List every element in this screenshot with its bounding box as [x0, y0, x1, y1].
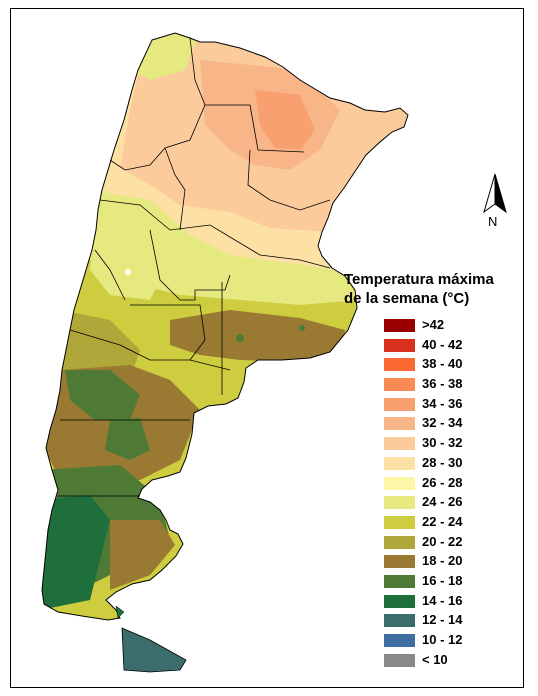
tierra-del-fuego	[121, 627, 187, 673]
legend-swatch	[384, 378, 415, 392]
north-arrow-icon	[483, 173, 507, 214]
legend-label: 18 - 20	[422, 553, 463, 569]
legend-swatch	[384, 496, 415, 510]
legend-label: 26 - 28	[422, 474, 463, 490]
legend-swatch	[384, 476, 415, 490]
legend-label: 22 - 24	[422, 513, 463, 529]
legend-swatch	[384, 437, 415, 451]
north-label: N	[488, 214, 498, 229]
legend-label: 36 - 38	[422, 376, 463, 392]
legend-label: 34 - 36	[422, 395, 463, 411]
legend-swatch	[384, 614, 415, 628]
legend-label: 10 - 12	[422, 632, 463, 647]
legend-label: 14 - 16	[422, 592, 463, 608]
legend-swatch	[384, 653, 415, 667]
legend-swatch	[384, 555, 415, 569]
legend-label: 12 - 14	[422, 612, 463, 628]
legend-swatch	[384, 417, 415, 431]
legend-label: 20 - 22	[422, 533, 463, 549]
legend-label: 38 - 40	[422, 356, 463, 372]
legend-swatch	[384, 338, 415, 352]
legend-swatch	[384, 535, 415, 549]
legend-label: < 10	[422, 651, 448, 667]
legend-swatch	[384, 634, 415, 647]
legend-label: 24 - 26	[422, 494, 463, 510]
legend-swatch	[384, 594, 415, 608]
legend-swatch	[384, 397, 415, 411]
legend-swatch	[384, 515, 415, 529]
legend-title: Temperatura máxima de la semana (°C)	[344, 271, 494, 307]
legend-label: 40 - 42	[422, 336, 463, 352]
legend-label: 28 - 30	[422, 454, 463, 470]
legend-label: 16 - 18	[422, 572, 463, 588]
legend-swatch	[384, 456, 415, 470]
legend-swatch	[384, 358, 415, 372]
province-boundaries	[58, 37, 331, 497]
legend-label: >42	[422, 317, 445, 332]
legend-label: 32 - 34	[422, 415, 463, 431]
legend-swatch	[384, 574, 415, 588]
legend-swatch	[384, 319, 415, 332]
legend-label: 30 - 32	[422, 435, 463, 451]
